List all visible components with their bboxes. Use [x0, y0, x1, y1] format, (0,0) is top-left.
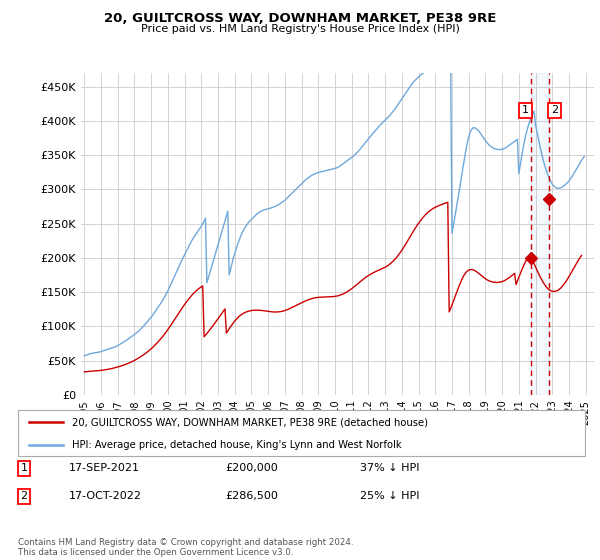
Bar — [530, 73, 549, 395]
Text: £286,500: £286,500 — [225, 491, 278, 501]
Text: 2: 2 — [551, 105, 558, 115]
Text: 20, GUILTCROSS WAY, DOWNHAM MARKET, PE38 9RE: 20, GUILTCROSS WAY, DOWNHAM MARKET, PE38… — [104, 12, 496, 25]
Text: Price paid vs. HM Land Registry's House Price Index (HPI): Price paid vs. HM Land Registry's House … — [140, 24, 460, 34]
Text: £200,000: £200,000 — [225, 463, 278, 473]
Text: 1: 1 — [522, 105, 529, 115]
Text: 1: 1 — [20, 463, 28, 473]
Text: 25% ↓ HPI: 25% ↓ HPI — [360, 491, 419, 501]
Text: 20, GUILTCROSS WAY, DOWNHAM MARKET, PE38 9RE (detached house): 20, GUILTCROSS WAY, DOWNHAM MARKET, PE38… — [72, 417, 428, 427]
Text: 17-SEP-2021: 17-SEP-2021 — [69, 463, 140, 473]
Text: HPI: Average price, detached house, King's Lynn and West Norfolk: HPI: Average price, detached house, King… — [72, 440, 401, 450]
Text: 2: 2 — [20, 491, 28, 501]
Text: 17-OCT-2022: 17-OCT-2022 — [69, 491, 142, 501]
Text: Contains HM Land Registry data © Crown copyright and database right 2024.
This d: Contains HM Land Registry data © Crown c… — [18, 538, 353, 557]
Text: 37% ↓ HPI: 37% ↓ HPI — [360, 463, 419, 473]
